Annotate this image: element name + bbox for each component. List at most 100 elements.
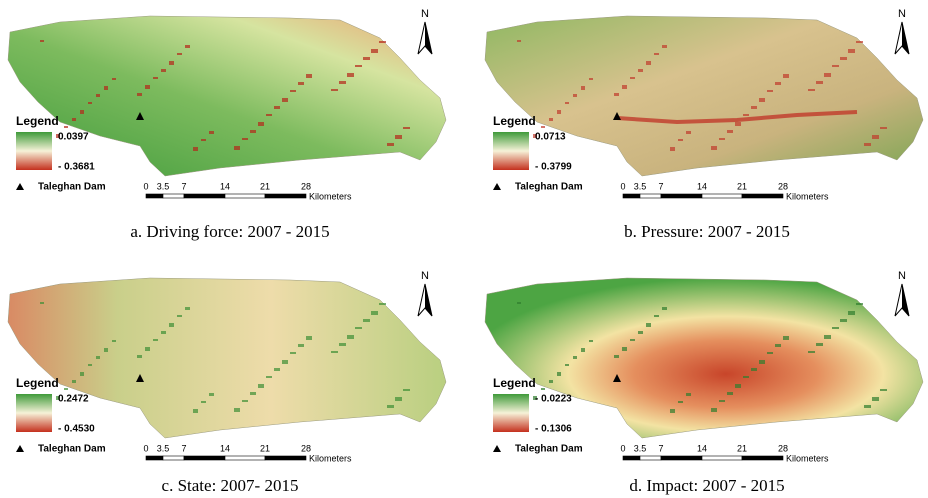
map-patch bbox=[339, 81, 346, 84]
map-patch bbox=[517, 40, 521, 42]
scale-tick: 28 bbox=[778, 443, 788, 453]
map-patch bbox=[686, 393, 691, 396]
legend-dam-icon bbox=[16, 183, 24, 190]
figure: NLegend0.0397- 0.3681Taleghan Dam03.5714… bbox=[0, 0, 928, 498]
scale-segment bbox=[225, 456, 265, 460]
map-patch bbox=[824, 73, 831, 77]
map-patch bbox=[824, 335, 831, 339]
map-patch bbox=[622, 347, 627, 351]
map-patch bbox=[856, 303, 863, 305]
caption: d. Impact: 2007 - 2015 bbox=[629, 476, 784, 495]
map-patch bbox=[290, 352, 296, 354]
scale-tick: 14 bbox=[220, 443, 230, 453]
map-patch bbox=[363, 57, 370, 60]
scale-unit: Kilometers bbox=[309, 453, 352, 463]
map-patch bbox=[201, 139, 206, 141]
map-patch bbox=[387, 143, 394, 146]
caption: a. Driving force: 2007 - 2015 bbox=[130, 222, 329, 241]
map-patch bbox=[403, 389, 410, 391]
legend-title: Legend bbox=[493, 114, 536, 128]
legend-min: - 0.3799 bbox=[535, 162, 572, 173]
legend-title: Legend bbox=[16, 376, 59, 390]
map-patch bbox=[64, 388, 68, 390]
scale-tick: 21 bbox=[737, 443, 747, 453]
map-patch bbox=[209, 131, 214, 134]
map-patch bbox=[185, 307, 190, 310]
map-patch bbox=[169, 323, 174, 327]
map-patch bbox=[379, 41, 386, 43]
map-patch bbox=[767, 352, 773, 354]
map-patch bbox=[242, 138, 248, 140]
map-patch bbox=[662, 307, 667, 310]
map-patch bbox=[274, 368, 280, 371]
legend-ramp bbox=[493, 394, 529, 432]
map-patch bbox=[282, 360, 288, 364]
map-patch bbox=[88, 102, 92, 104]
map-patch bbox=[88, 364, 92, 366]
legend-min: - 0.3681 bbox=[58, 162, 95, 173]
map-patch bbox=[355, 327, 362, 329]
map-patch bbox=[751, 368, 757, 371]
scale-segment bbox=[623, 456, 640, 460]
map-patch bbox=[767, 90, 773, 92]
caption: c. State: 2007- 2015 bbox=[162, 476, 299, 495]
map-patch bbox=[775, 82, 781, 85]
scale-tick: 0 bbox=[143, 443, 148, 453]
map-patch bbox=[759, 98, 765, 102]
legend-dam-icon bbox=[493, 183, 501, 190]
map-patch bbox=[670, 409, 675, 413]
legend-max: 0.0397 bbox=[58, 132, 89, 143]
map-patch bbox=[371, 49, 378, 53]
map-patch bbox=[783, 74, 789, 78]
map-patch bbox=[379, 303, 386, 305]
map-patch bbox=[711, 408, 717, 412]
map-patch bbox=[137, 93, 142, 96]
legend-title: Legend bbox=[493, 376, 536, 390]
map-patch bbox=[581, 86, 585, 90]
legend-dam-icon bbox=[493, 445, 501, 452]
map-patch bbox=[743, 114, 749, 116]
legend-dam: Taleghan Dam bbox=[515, 444, 583, 455]
scale-tick: 14 bbox=[220, 181, 230, 191]
scale-tick: 3.5 bbox=[157, 443, 170, 453]
map-patch bbox=[727, 130, 733, 133]
map-patch bbox=[638, 331, 643, 334]
map-patch bbox=[403, 127, 410, 129]
map-patch bbox=[258, 384, 264, 388]
legend-max: 0.2472 bbox=[58, 394, 89, 405]
map-patch bbox=[638, 69, 643, 72]
scale-tick: 3.5 bbox=[634, 181, 647, 191]
map-patch bbox=[589, 340, 593, 342]
map-patch bbox=[654, 53, 659, 55]
map-patch bbox=[614, 93, 619, 96]
map-patch bbox=[840, 319, 847, 322]
map-patch bbox=[832, 327, 839, 329]
map-patch bbox=[104, 86, 108, 90]
map-patch bbox=[783, 336, 789, 340]
scale-tick: 7 bbox=[658, 181, 663, 191]
map-patch bbox=[193, 409, 198, 413]
map-patch bbox=[112, 78, 116, 80]
map-patch bbox=[274, 106, 280, 109]
map-area bbox=[8, 278, 446, 438]
scale-tick: 28 bbox=[301, 443, 311, 453]
map-patch bbox=[743, 376, 749, 378]
scale-tick: 14 bbox=[697, 181, 707, 191]
map-patch bbox=[177, 53, 182, 55]
scale-tick: 7 bbox=[658, 443, 663, 453]
legend-dam: Taleghan Dam bbox=[38, 444, 106, 455]
map-patch bbox=[395, 135, 402, 139]
map-patch bbox=[549, 380, 553, 383]
map-patch bbox=[290, 90, 296, 92]
map-patch bbox=[331, 89, 338, 91]
map-patch bbox=[719, 400, 725, 402]
map-patch bbox=[112, 340, 116, 342]
map-patch bbox=[816, 343, 823, 346]
map-patch bbox=[541, 126, 545, 128]
scale-tick: 21 bbox=[737, 181, 747, 191]
map-patch bbox=[848, 49, 855, 53]
map-patch bbox=[266, 114, 272, 116]
map-patch bbox=[104, 348, 108, 352]
map-patch bbox=[678, 139, 683, 141]
